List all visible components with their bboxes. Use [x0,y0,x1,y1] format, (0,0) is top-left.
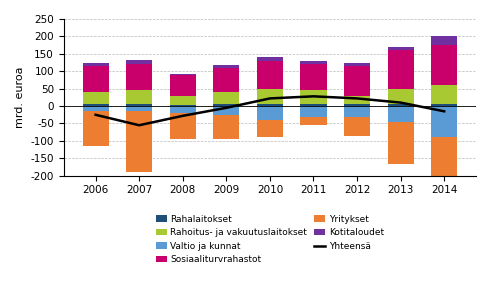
Bar [126,106,152,111]
Bar [387,122,414,164]
Bar [126,90,152,104]
Bar [431,45,457,85]
Yhteensä [441,110,447,113]
Bar [126,104,152,106]
Bar [387,89,414,104]
Yhteensä [398,101,404,104]
Bar [387,106,414,122]
Bar [344,66,370,96]
Bar [82,66,109,92]
Bar [344,63,370,66]
Bar [300,64,327,90]
Legend: Rahalaitokset, Rahoitus- ja vakuutuslaitokset, Valtio ja kunnat, Sosiaaliturvrah: Rahalaitokset, Rahoitus- ja vakuutuslait… [156,215,384,264]
Bar [344,117,370,136]
Yhteensä [267,97,273,100]
Bar [257,120,283,137]
Bar [387,47,414,50]
Bar [257,106,283,120]
Bar [213,104,240,106]
Yhteensä [354,97,360,100]
Y-axis label: mrd. euroa: mrd. euroa [15,67,25,128]
Bar [213,106,240,115]
Bar [126,60,152,64]
Bar [82,106,109,111]
Bar [82,92,109,104]
Yhteensä [310,95,316,98]
Bar [300,104,327,106]
Bar [213,68,240,92]
Bar [300,106,327,117]
Bar [387,104,414,106]
Bar [82,63,109,66]
Bar [213,115,240,139]
Bar [126,64,152,90]
Bar [170,105,196,106]
Yhteensä [223,106,229,110]
Bar [257,57,283,61]
Bar [344,106,370,117]
Bar [344,104,370,106]
Bar [431,137,457,191]
Bar [257,89,283,104]
Bar [300,90,327,104]
Bar [257,61,283,89]
Yhteensä [136,124,142,127]
Bar [300,62,327,64]
Line: Yhteensä: Yhteensä [96,96,444,125]
Bar [170,106,196,113]
Bar [170,113,196,139]
Bar [300,117,327,125]
Bar [82,111,109,146]
Bar [213,92,240,104]
Bar [126,111,152,172]
Bar [170,74,196,76]
Bar [431,85,457,104]
Yhteensä [180,114,186,118]
Bar [431,104,457,106]
Bar [431,106,457,137]
Bar [170,96,196,105]
Yhteensä [93,113,99,117]
Bar [344,96,370,104]
Bar [257,104,283,106]
Bar [170,76,196,96]
Bar [431,37,457,45]
Bar [387,50,414,89]
Bar [213,65,240,68]
Bar [82,104,109,106]
